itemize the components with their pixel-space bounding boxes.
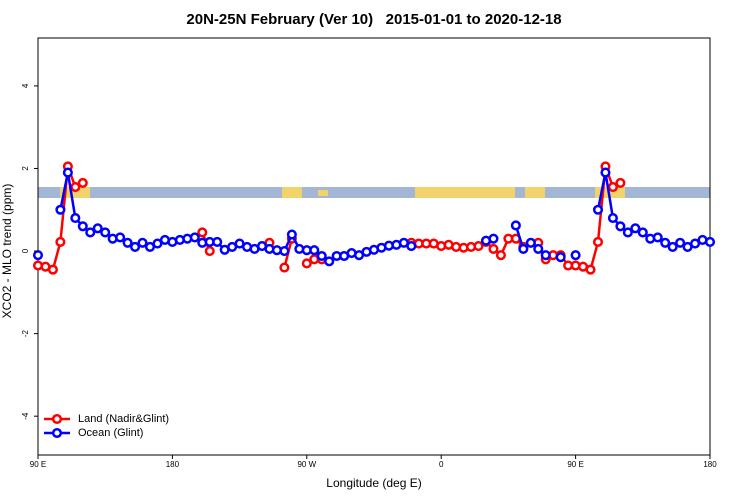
data-point: [122, 237, 133, 248]
data-point: [212, 236, 223, 248]
data-point: [607, 181, 618, 193]
x-tick-label: 180: [166, 460, 180, 469]
y-tick-label: 2: [21, 166, 30, 171]
data-point: [488, 243, 499, 255]
data-point: [473, 241, 484, 252]
legend-marker: [51, 413, 63, 425]
data-point: [510, 220, 521, 231]
data-point: [55, 204, 66, 215]
data-point: [540, 250, 551, 261]
data-point: [70, 181, 81, 193]
data-point: [570, 250, 581, 261]
data-point: [77, 177, 88, 188]
y-axis-label: XCO2 - MLO trend (ppm): [0, 184, 14, 319]
data-point: [279, 262, 290, 273]
x-tick-label: 90 E: [567, 460, 583, 469]
data-point: [197, 227, 208, 238]
data-point: [525, 237, 536, 248]
data-point: [615, 177, 626, 188]
data-point: [488, 233, 499, 244]
data-point: [518, 243, 529, 255]
y-tick-label: 0: [21, 248, 30, 253]
chart-title: 20N-25N February (Ver 10) 2015-01-01 to …: [186, 11, 561, 28]
data-point: [652, 232, 663, 243]
data-point: [607, 212, 618, 224]
data-point: [675, 237, 686, 248]
data-point: [495, 250, 506, 261]
data-point: [100, 227, 111, 238]
y-tick-label: -4: [21, 412, 30, 420]
data-point: [286, 229, 297, 240]
data-point: [690, 238, 701, 249]
data-point: [660, 237, 671, 248]
data-point: [301, 258, 312, 269]
data-point: [77, 221, 88, 232]
x-tick-label: 0: [439, 460, 444, 469]
data-point: [600, 167, 611, 178]
legend-label: Ocean (Glint): [78, 427, 143, 439]
legend-marker: [51, 427, 63, 439]
x-tick-label: 180: [703, 460, 717, 469]
data-point: [85, 227, 96, 238]
data-point: [615, 221, 626, 232]
data-point: [137, 237, 148, 248]
y-tick-label: -2: [21, 330, 30, 338]
data-point: [204, 245, 215, 257]
data-point: [637, 227, 648, 238]
data-point: [92, 223, 103, 234]
data-point: [47, 264, 58, 275]
data-point: [62, 167, 73, 178]
data-point: [32, 250, 44, 261]
data-point: [667, 241, 678, 252]
data-point: [316, 250, 327, 262]
data-point: [152, 238, 163, 249]
data-point: [115, 232, 126, 243]
x-tick-label: 90 W: [297, 460, 316, 469]
data-point: [70, 212, 81, 224]
data-point: [279, 245, 290, 257]
data-point: [630, 223, 641, 234]
data-point: [555, 252, 566, 263]
data-point: [704, 236, 716, 248]
data-point: [55, 236, 66, 248]
data-point: [406, 241, 417, 252]
data-point: [533, 243, 544, 255]
x-tick-label: 90 E: [30, 460, 46, 469]
data-point: [592, 236, 604, 248]
x-axis-label: Longitude (deg E): [326, 476, 421, 490]
data-point: [622, 227, 633, 238]
data-point: [585, 264, 596, 275]
legend-label: Land (Nadir&Glint): [78, 413, 169, 425]
data-point: [189, 232, 200, 243]
y-tick-label: 4: [21, 83, 30, 88]
data-point: [130, 241, 141, 252]
data-point: [592, 204, 604, 215]
data-point: [324, 256, 335, 267]
legend: Land (Nadir&Glint) Ocean (Glint): [44, 413, 169, 439]
data-point: [309, 245, 320, 256]
